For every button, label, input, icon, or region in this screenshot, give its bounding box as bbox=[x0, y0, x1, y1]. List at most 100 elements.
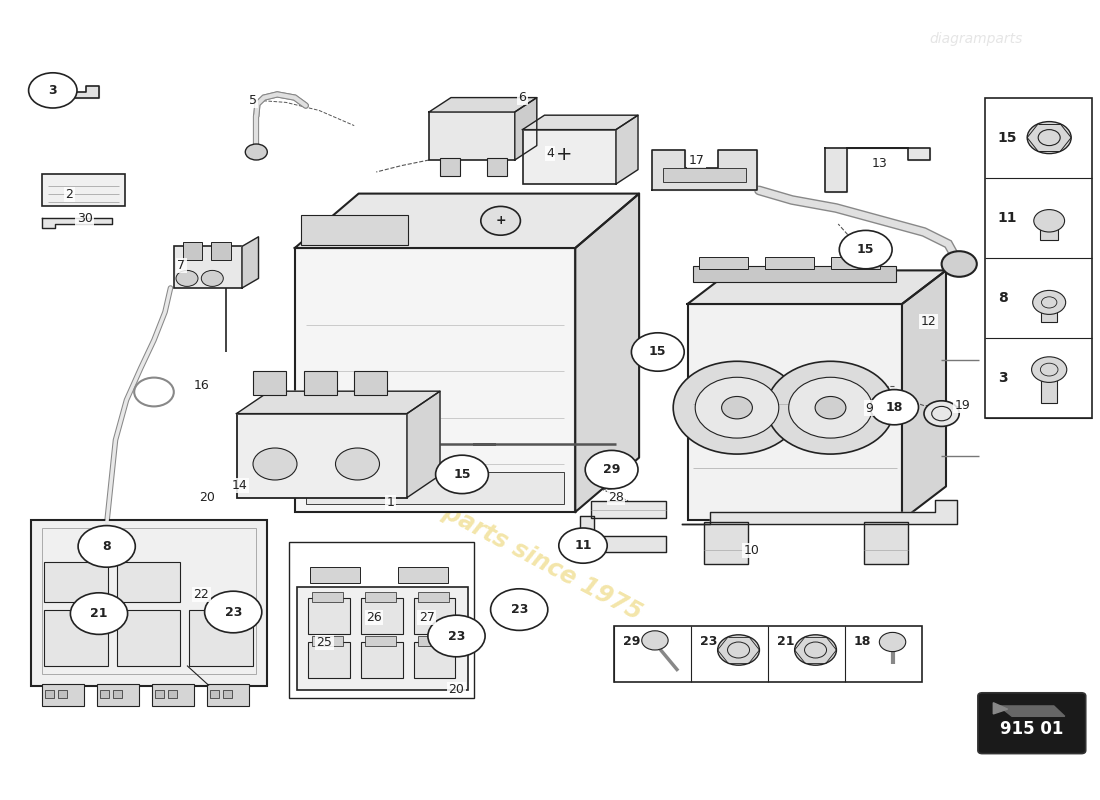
Polygon shape bbox=[902, 270, 946, 520]
Text: 15: 15 bbox=[453, 468, 471, 481]
Text: 3: 3 bbox=[48, 84, 57, 97]
FancyBboxPatch shape bbox=[693, 266, 896, 282]
Text: 16: 16 bbox=[194, 379, 209, 392]
Circle shape bbox=[428, 615, 485, 657]
Circle shape bbox=[70, 593, 128, 634]
FancyBboxPatch shape bbox=[418, 636, 449, 646]
FancyBboxPatch shape bbox=[487, 158, 507, 176]
FancyBboxPatch shape bbox=[312, 636, 343, 646]
FancyBboxPatch shape bbox=[189, 610, 253, 666]
Text: 9: 9 bbox=[865, 402, 873, 414]
FancyBboxPatch shape bbox=[44, 610, 108, 666]
FancyBboxPatch shape bbox=[210, 690, 219, 698]
FancyBboxPatch shape bbox=[764, 257, 814, 269]
FancyBboxPatch shape bbox=[1042, 373, 1057, 403]
FancyBboxPatch shape bbox=[830, 257, 880, 269]
FancyBboxPatch shape bbox=[312, 592, 343, 602]
Circle shape bbox=[559, 528, 607, 563]
Polygon shape bbox=[652, 150, 757, 190]
FancyBboxPatch shape bbox=[308, 642, 350, 678]
FancyBboxPatch shape bbox=[304, 371, 337, 395]
Text: 1: 1 bbox=[386, 496, 395, 509]
Text: 11: 11 bbox=[998, 210, 1018, 225]
FancyBboxPatch shape bbox=[207, 684, 249, 706]
Text: 7: 7 bbox=[177, 259, 186, 272]
Text: 8: 8 bbox=[102, 540, 111, 553]
Circle shape bbox=[789, 378, 872, 438]
Circle shape bbox=[631, 333, 684, 371]
Polygon shape bbox=[825, 148, 930, 192]
Circle shape bbox=[879, 632, 905, 651]
Circle shape bbox=[794, 635, 836, 666]
FancyBboxPatch shape bbox=[58, 690, 67, 698]
FancyBboxPatch shape bbox=[418, 592, 449, 602]
FancyBboxPatch shape bbox=[698, 257, 748, 269]
Circle shape bbox=[201, 270, 223, 286]
Text: 23: 23 bbox=[700, 635, 717, 648]
Text: 915 01: 915 01 bbox=[1000, 720, 1064, 738]
Polygon shape bbox=[522, 115, 638, 130]
FancyBboxPatch shape bbox=[223, 690, 232, 698]
Circle shape bbox=[942, 251, 977, 277]
Polygon shape bbox=[993, 702, 1008, 714]
Text: a passion for parts since 1975: a passion for parts since 1975 bbox=[278, 415, 646, 625]
Text: 10: 10 bbox=[744, 544, 759, 557]
Text: 26: 26 bbox=[366, 611, 382, 624]
Text: 23: 23 bbox=[448, 630, 465, 642]
Circle shape bbox=[481, 206, 520, 235]
Circle shape bbox=[585, 450, 638, 489]
Circle shape bbox=[767, 362, 894, 454]
Text: 18: 18 bbox=[854, 635, 871, 648]
Text: 23: 23 bbox=[224, 606, 242, 618]
Circle shape bbox=[371, 222, 397, 242]
Polygon shape bbox=[616, 115, 638, 184]
Circle shape bbox=[336, 448, 380, 480]
Circle shape bbox=[641, 630, 668, 650]
FancyBboxPatch shape bbox=[614, 626, 922, 682]
Polygon shape bbox=[515, 98, 537, 160]
Text: 8: 8 bbox=[998, 290, 1008, 305]
Circle shape bbox=[436, 455, 488, 494]
Circle shape bbox=[1032, 357, 1067, 382]
Text: 15: 15 bbox=[857, 243, 874, 256]
FancyBboxPatch shape bbox=[310, 567, 360, 583]
Polygon shape bbox=[575, 194, 639, 512]
Text: 17: 17 bbox=[689, 154, 704, 166]
FancyBboxPatch shape bbox=[440, 158, 460, 176]
FancyBboxPatch shape bbox=[155, 690, 164, 698]
Text: 29: 29 bbox=[603, 463, 620, 476]
FancyBboxPatch shape bbox=[117, 562, 180, 602]
Text: 28: 28 bbox=[608, 491, 624, 504]
Circle shape bbox=[176, 270, 198, 286]
Text: 5: 5 bbox=[249, 94, 257, 106]
Polygon shape bbox=[42, 218, 112, 228]
Text: 20: 20 bbox=[449, 683, 464, 696]
Polygon shape bbox=[236, 391, 440, 414]
Text: 3: 3 bbox=[998, 370, 1008, 385]
FancyBboxPatch shape bbox=[429, 112, 515, 160]
Text: 15: 15 bbox=[998, 130, 1018, 145]
Text: 21: 21 bbox=[777, 635, 794, 648]
FancyBboxPatch shape bbox=[398, 567, 448, 583]
FancyBboxPatch shape bbox=[864, 522, 907, 564]
FancyBboxPatch shape bbox=[295, 248, 575, 512]
FancyBboxPatch shape bbox=[113, 690, 122, 698]
Text: 25: 25 bbox=[317, 636, 332, 649]
Circle shape bbox=[253, 448, 297, 480]
FancyBboxPatch shape bbox=[1042, 304, 1057, 322]
Text: +: + bbox=[495, 214, 506, 227]
Text: 23: 23 bbox=[510, 603, 528, 616]
FancyBboxPatch shape bbox=[361, 598, 403, 634]
FancyBboxPatch shape bbox=[168, 690, 177, 698]
FancyBboxPatch shape bbox=[97, 684, 139, 706]
FancyBboxPatch shape bbox=[354, 371, 387, 395]
FancyBboxPatch shape bbox=[211, 242, 231, 260]
Polygon shape bbox=[407, 391, 440, 498]
Polygon shape bbox=[580, 516, 666, 552]
Text: 2: 2 bbox=[65, 188, 74, 201]
Circle shape bbox=[491, 589, 548, 630]
FancyBboxPatch shape bbox=[100, 690, 109, 698]
Circle shape bbox=[245, 144, 267, 160]
Text: 6: 6 bbox=[518, 91, 527, 104]
Polygon shape bbox=[429, 98, 537, 112]
